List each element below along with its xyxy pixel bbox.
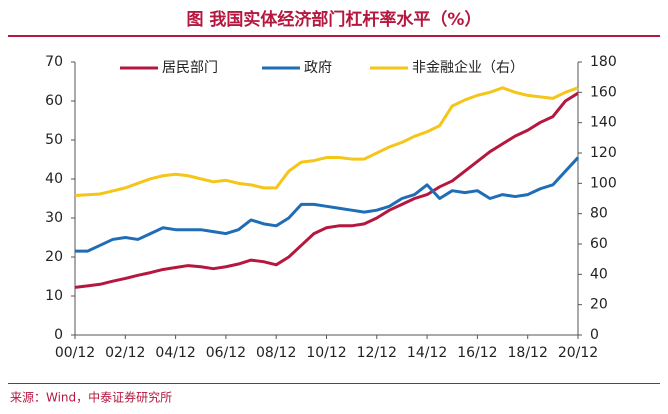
y-tick-label: 0 [54,327,63,343]
y-tick-label: 30 [45,210,63,226]
y2-tick-label: 160 [590,84,617,100]
chart-title: 图 我国实体经济部门杠杆率水平（%） [187,9,482,30]
title-rule [8,35,660,37]
series-line [75,156,580,253]
x-tick-label: 02/12 [105,345,145,361]
x-tick-label: 00/12 [55,345,95,361]
y-tick-label: 10 [45,288,63,304]
series-line [74,91,579,289]
x-tick-label: 06/12 [206,345,246,361]
x-tick-label: 18/12 [508,345,548,361]
source: 来源：Wind，中泰证券研究所 [10,390,172,405]
x-tick-label: 10/12 [306,345,346,361]
x-tick-label: 04/12 [155,345,195,361]
y2-tick-label: 80 [590,206,608,222]
x-tick-label: 20/12 [558,345,598,361]
y2-tick-label: 60 [590,236,608,252]
x-tick-label: 08/12 [256,345,296,361]
y2-tick-label: 100 [590,175,617,191]
y-tick-label: 70 [45,54,63,70]
x-tick-label: 12/12 [357,345,397,361]
x-tick-label: 14/12 [407,345,447,361]
legend-label: 居民部门 [162,60,218,76]
source-rule [8,383,660,384]
y-tick-label: 40 [45,171,63,187]
x-tick-label: 16/12 [457,345,497,361]
y2-tick-label: 140 [590,115,617,131]
legend-label: 非金融企业（右） [412,59,524,76]
y-tick-label: 20 [45,249,63,265]
series-line [74,86,579,197]
y2-tick-label: 0 [590,327,599,343]
y2-tick-label: 120 [590,145,617,161]
legend-label: 政府 [304,60,332,76]
y2-tick-label: 180 [590,54,617,70]
y-tick-label: 50 [45,132,63,148]
y-tick-label: 60 [45,93,63,109]
y2-tick-label: 20 [590,297,608,313]
y2-tick-label: 40 [590,266,608,282]
